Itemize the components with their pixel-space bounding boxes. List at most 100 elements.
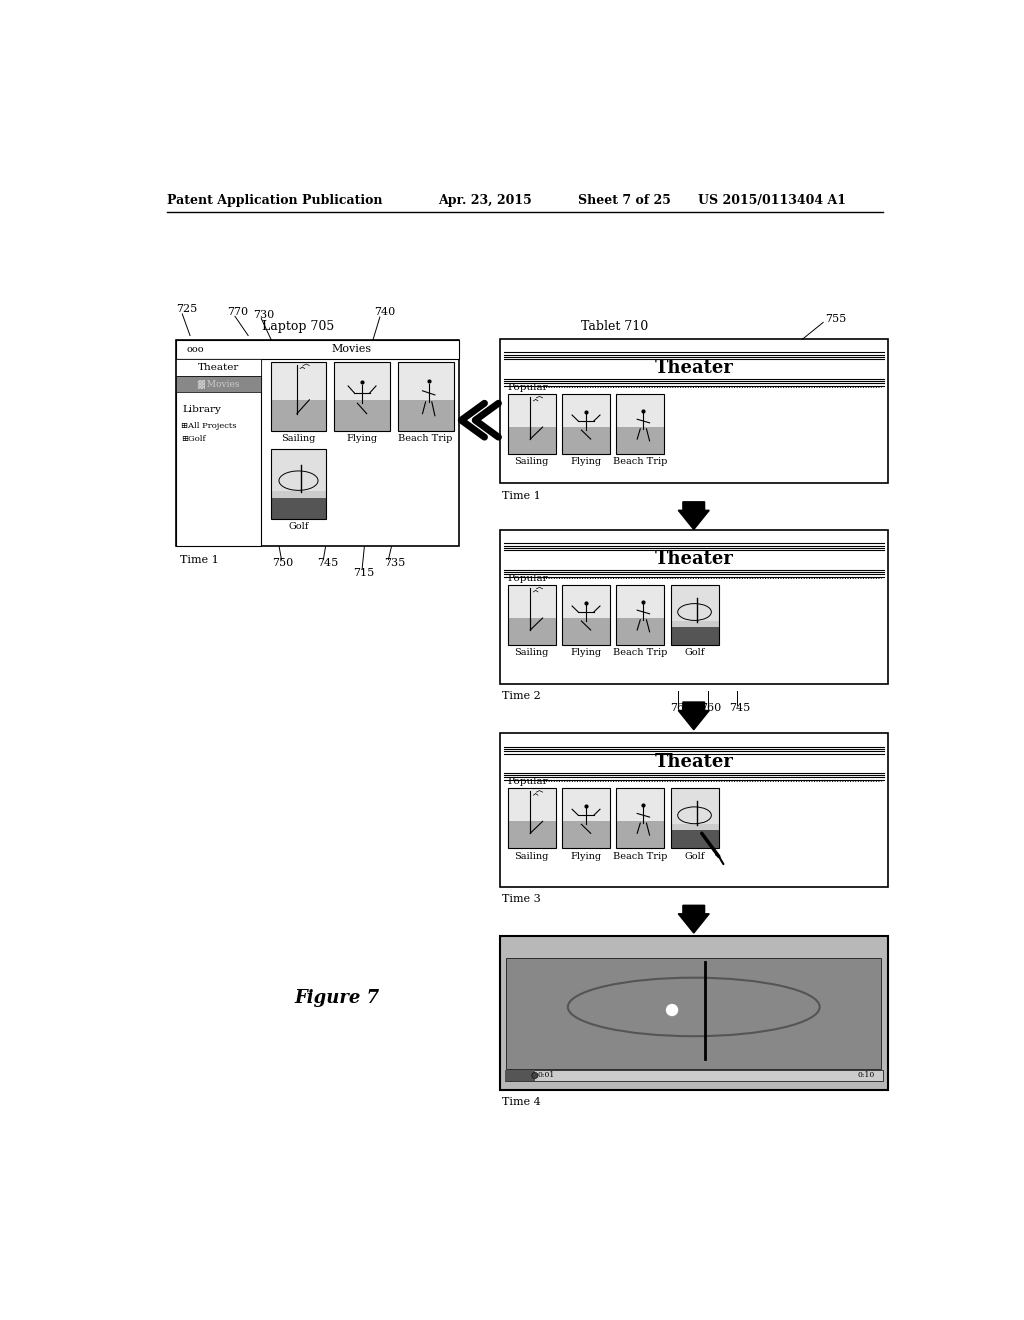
Bar (506, 958, 882, 1069)
Text: 0:01: 0:01 (538, 1072, 555, 1080)
Text: Patent Application Publication: Patent Application Publication (167, 194, 382, 207)
Text: 745: 745 (729, 704, 751, 713)
Bar (616, 821, 665, 849)
Bar (616, 618, 665, 645)
Text: Beach Trip: Beach Trip (613, 457, 668, 466)
Text: Sheet 7 of 25: Sheet 7 of 25 (578, 194, 671, 207)
Polygon shape (678, 702, 710, 730)
Bar (176, 359, 261, 376)
Polygon shape (678, 502, 710, 529)
Bar (500, 529, 888, 684)
Bar (671, 788, 719, 821)
Bar (671, 585, 719, 620)
Text: Time 3: Time 3 (502, 894, 541, 904)
Bar (671, 788, 719, 849)
Text: Beach Trip: Beach Trip (398, 434, 453, 444)
Bar (270, 362, 327, 430)
Bar (508, 821, 556, 849)
Text: Laptop 705: Laptop 705 (262, 319, 335, 333)
Bar (505, 1071, 883, 1081)
Bar (616, 428, 665, 454)
Text: Flying: Flying (570, 851, 601, 861)
Bar (616, 395, 665, 454)
Bar (176, 359, 261, 546)
Text: 0:10: 0:10 (857, 1072, 874, 1080)
Text: 755: 755 (825, 314, 847, 323)
Text: Movies: Movies (332, 345, 372, 354)
Text: Time 2: Time 2 (502, 690, 541, 701)
Bar (270, 400, 327, 430)
Text: Flying: Flying (346, 434, 378, 444)
Text: 745: 745 (317, 558, 338, 569)
Bar (176, 341, 459, 546)
Text: Golf: Golf (684, 648, 705, 657)
Text: ⊞Golf: ⊞Golf (180, 434, 206, 442)
Bar (270, 498, 327, 519)
Circle shape (666, 1003, 678, 1016)
Text: Theater: Theater (654, 550, 733, 568)
Text: 735: 735 (384, 558, 406, 569)
Bar (270, 449, 327, 519)
Bar (508, 788, 556, 849)
Circle shape (506, 1071, 516, 1081)
Text: ooo: ooo (187, 345, 205, 354)
Text: 770: 770 (227, 308, 249, 317)
Bar (334, 362, 390, 430)
Bar (505, 1071, 535, 1081)
Text: 750: 750 (272, 558, 294, 569)
Text: Theater: Theater (198, 363, 240, 371)
Bar (616, 585, 665, 645)
Text: Sailing: Sailing (515, 457, 549, 466)
Bar (562, 585, 610, 645)
Bar (562, 395, 610, 454)
Text: Golf: Golf (289, 521, 308, 531)
Bar (508, 395, 556, 454)
Text: 715: 715 (352, 568, 374, 578)
Bar (508, 585, 556, 645)
Bar (671, 585, 719, 645)
Text: 765: 765 (671, 704, 692, 713)
Text: Popular: Popular (508, 777, 549, 785)
Bar (500, 936, 888, 1090)
Text: Beach Trip: Beach Trip (613, 648, 668, 657)
Text: Flying: Flying (570, 457, 601, 466)
Bar (508, 618, 556, 645)
Text: Theater: Theater (654, 359, 733, 376)
Bar (397, 400, 454, 430)
Bar (671, 830, 719, 849)
Text: Library: Library (182, 405, 221, 414)
Bar (616, 788, 665, 821)
Bar (562, 395, 610, 428)
Bar (562, 428, 610, 454)
Text: 725: 725 (176, 305, 198, 314)
Text: ▓ Movies: ▓ Movies (198, 380, 240, 388)
Bar (508, 585, 556, 618)
Bar (671, 585, 719, 618)
Bar (616, 788, 665, 849)
Bar (176, 341, 459, 359)
Text: Beach Trip: Beach Trip (613, 851, 668, 861)
Bar (562, 788, 610, 849)
Text: Sailing: Sailing (282, 434, 315, 444)
Bar (270, 362, 327, 400)
Text: Time 4: Time 4 (502, 1097, 541, 1107)
Bar (671, 788, 719, 824)
Text: Popular: Popular (508, 383, 549, 392)
Bar (616, 585, 665, 618)
Bar (508, 428, 556, 454)
Bar (270, 487, 327, 519)
Bar (671, 620, 719, 645)
Text: ⊞All Projects: ⊞All Projects (180, 422, 237, 430)
Bar (562, 821, 610, 849)
Text: US 2015/0113404 A1: US 2015/0113404 A1 (697, 194, 846, 207)
Bar (671, 627, 719, 645)
Bar (334, 362, 390, 400)
Text: Theater: Theater (654, 754, 733, 771)
Bar (500, 733, 888, 887)
Bar (397, 362, 454, 430)
Text: Figure 7: Figure 7 (295, 989, 380, 1007)
Bar (270, 449, 327, 487)
Bar (508, 395, 556, 428)
Circle shape (531, 1072, 538, 1078)
Bar (500, 339, 888, 483)
